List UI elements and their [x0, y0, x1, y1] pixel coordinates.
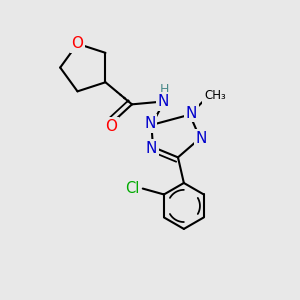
- Text: N: N: [185, 106, 197, 121]
- Text: H: H: [160, 82, 169, 95]
- Text: O: O: [71, 36, 83, 51]
- Text: N: N: [144, 116, 156, 131]
- Text: Cl: Cl: [125, 181, 140, 196]
- Text: CH₃: CH₃: [204, 89, 226, 102]
- Text: O: O: [105, 119, 117, 134]
- Text: N: N: [196, 131, 207, 146]
- Text: N: N: [157, 94, 169, 109]
- Text: N: N: [146, 141, 157, 156]
